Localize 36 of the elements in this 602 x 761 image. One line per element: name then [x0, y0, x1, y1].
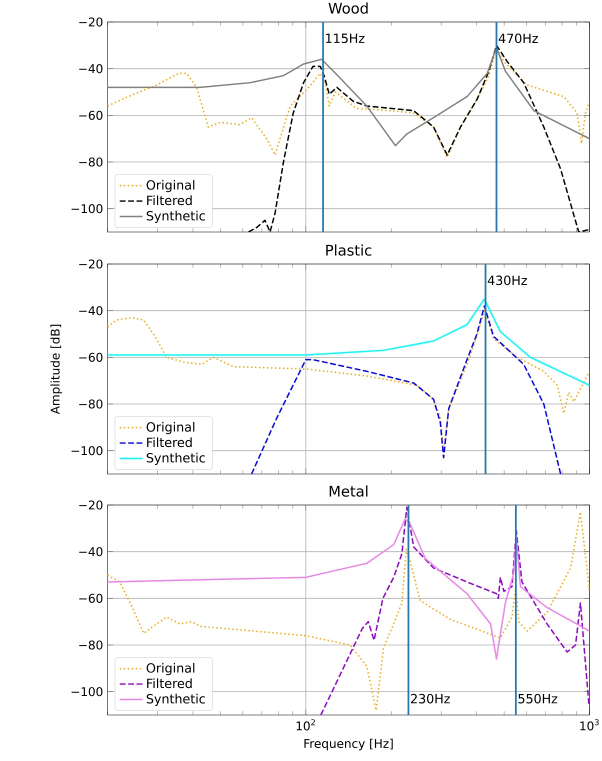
- y-tick-label: −20: [79, 500, 103, 510]
- x-tick-label: 10$^{2}$: [296, 719, 316, 730]
- y-tick-label: −80: [79, 157, 103, 167]
- legend-label: Synthetic: [147, 210, 206, 224]
- legend-label: Original: [146, 180, 195, 192]
- chart-title: Metal: [330, 485, 368, 497]
- y-axis-title: Amplitude [dB]: [50, 324, 62, 414]
- y-tick-label: −60: [79, 352, 103, 362]
- x-axis-title: Frequency [Hz]: [304, 738, 393, 750]
- legend-label: Filtered: [147, 195, 192, 206]
- legend-label: Original: [146, 422, 195, 434]
- annotation: 430Hz: [488, 276, 528, 286]
- y-tick-label: −80: [79, 640, 103, 650]
- legend-label: Original: [146, 662, 195, 676]
- y-tick-label: −100: [72, 687, 103, 696]
- y-tick-label: −40: [79, 547, 103, 556]
- y-tick-label: −20: [79, 17, 103, 27]
- chart-title: Plastic: [326, 244, 372, 256]
- y-tick-label: −60: [79, 110, 103, 120]
- y-tick-label: −60: [79, 594, 103, 603]
- y-tick-label: −40: [79, 306, 103, 316]
- annotation: 115Hz: [326, 34, 365, 44]
- y-tick-label: −40: [79, 64, 103, 74]
- y-tick-label: −80: [79, 399, 103, 409]
- legend-label: Synthetic: [147, 694, 206, 706]
- y-tick-label: −20: [79, 259, 103, 269]
- annotation: 230Hz: [411, 694, 450, 704]
- annotation: 550Hz: [518, 694, 558, 704]
- chart-title: Wood: [328, 2, 368, 14]
- legend-label: Filtered: [147, 678, 192, 688]
- legend-label: Filtered: [147, 437, 192, 448]
- x-tick-label: 10$^{3}$: [580, 719, 599, 730]
- y-tick-label: −100: [72, 204, 103, 214]
- annotation: 470Hz: [498, 34, 538, 44]
- legend-label: Synthetic: [146, 452, 206, 466]
- y-tick-label: −100: [72, 446, 103, 456]
